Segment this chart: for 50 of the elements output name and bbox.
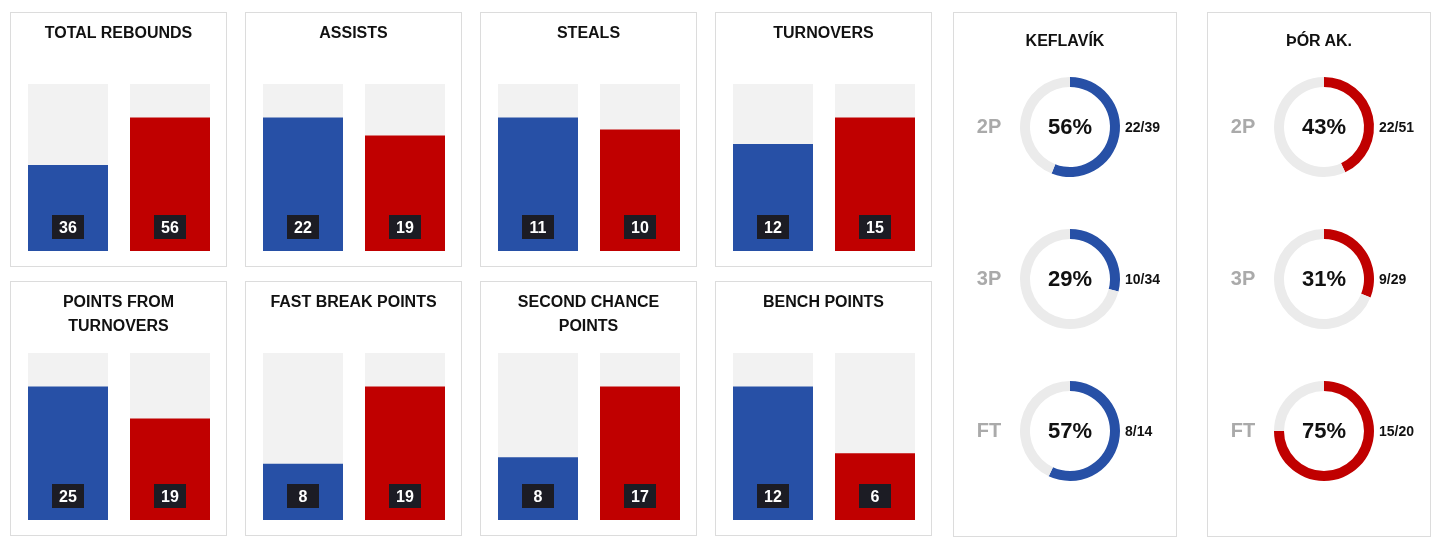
data-label: 19: [161, 487, 179, 505]
chart-title: POINTS FROM TURNOVERS: [61, 292, 176, 336]
text: 15/20: [1379, 423, 1415, 439]
chart-title: STEALS: [555, 23, 622, 43]
text: KEFLAVÍK: [1024, 30, 1106, 51]
text: ÞÓR AK.: [1284, 30, 1354, 51]
text: 3P: [975, 267, 1003, 290]
donut-slice: [1020, 229, 1119, 329]
data-label: 57%: [1046, 418, 1093, 444]
text: 22/51: [1379, 119, 1415, 135]
text: FT: [1229, 419, 1257, 442]
chart-title: TOTAL REBOUNDS: [43, 23, 194, 43]
data-label: 56: [161, 218, 179, 236]
chart-title: FAST BREAK POINTS: [269, 292, 438, 312]
text: 10/34: [1125, 271, 1161, 287]
data-label: 11: [529, 218, 547, 236]
data-label: 75%: [1300, 418, 1347, 444]
chart-title: BENCH POINTS: [762, 292, 885, 312]
data-label: 6: [870, 487, 880, 505]
donut-slice: [1051, 77, 1120, 177]
data-label: 8: [533, 487, 543, 505]
text: 2P: [975, 115, 1003, 138]
data-label: 31%: [1300, 266, 1347, 292]
chart-title: TURNOVERS: [772, 23, 875, 43]
chart-title: ASSISTS: [318, 23, 389, 43]
chart-title: SECOND CHANCE POINTS: [516, 292, 661, 336]
text: 9/29: [1379, 271, 1407, 287]
data-label: 19: [396, 218, 414, 236]
data-label: 22: [294, 218, 312, 236]
text: 3P: [1229, 267, 1257, 290]
data-label: 8: [298, 487, 308, 505]
data-label: 10: [631, 218, 649, 236]
donut-slice: [1048, 381, 1120, 481]
donut-slice: [1274, 77, 1346, 177]
text: FT: [975, 419, 1003, 442]
data-label: 56%: [1046, 114, 1093, 140]
data-label: 43%: [1300, 114, 1347, 140]
text: 2P: [1229, 115, 1257, 138]
data-label: 17: [631, 487, 649, 505]
text: 8/14: [1125, 423, 1153, 439]
text: 22/39: [1125, 119, 1161, 135]
data-label: 36: [59, 218, 77, 236]
data-label: 12: [764, 487, 782, 505]
data-label: 15: [866, 218, 884, 236]
data-label: 25: [59, 487, 77, 505]
data-label: 19: [396, 487, 414, 505]
data-label: 12: [764, 218, 782, 236]
data-label: 29%: [1046, 266, 1093, 292]
donut-slice: [1274, 229, 1371, 329]
donut-slice: [1274, 381, 1374, 481]
